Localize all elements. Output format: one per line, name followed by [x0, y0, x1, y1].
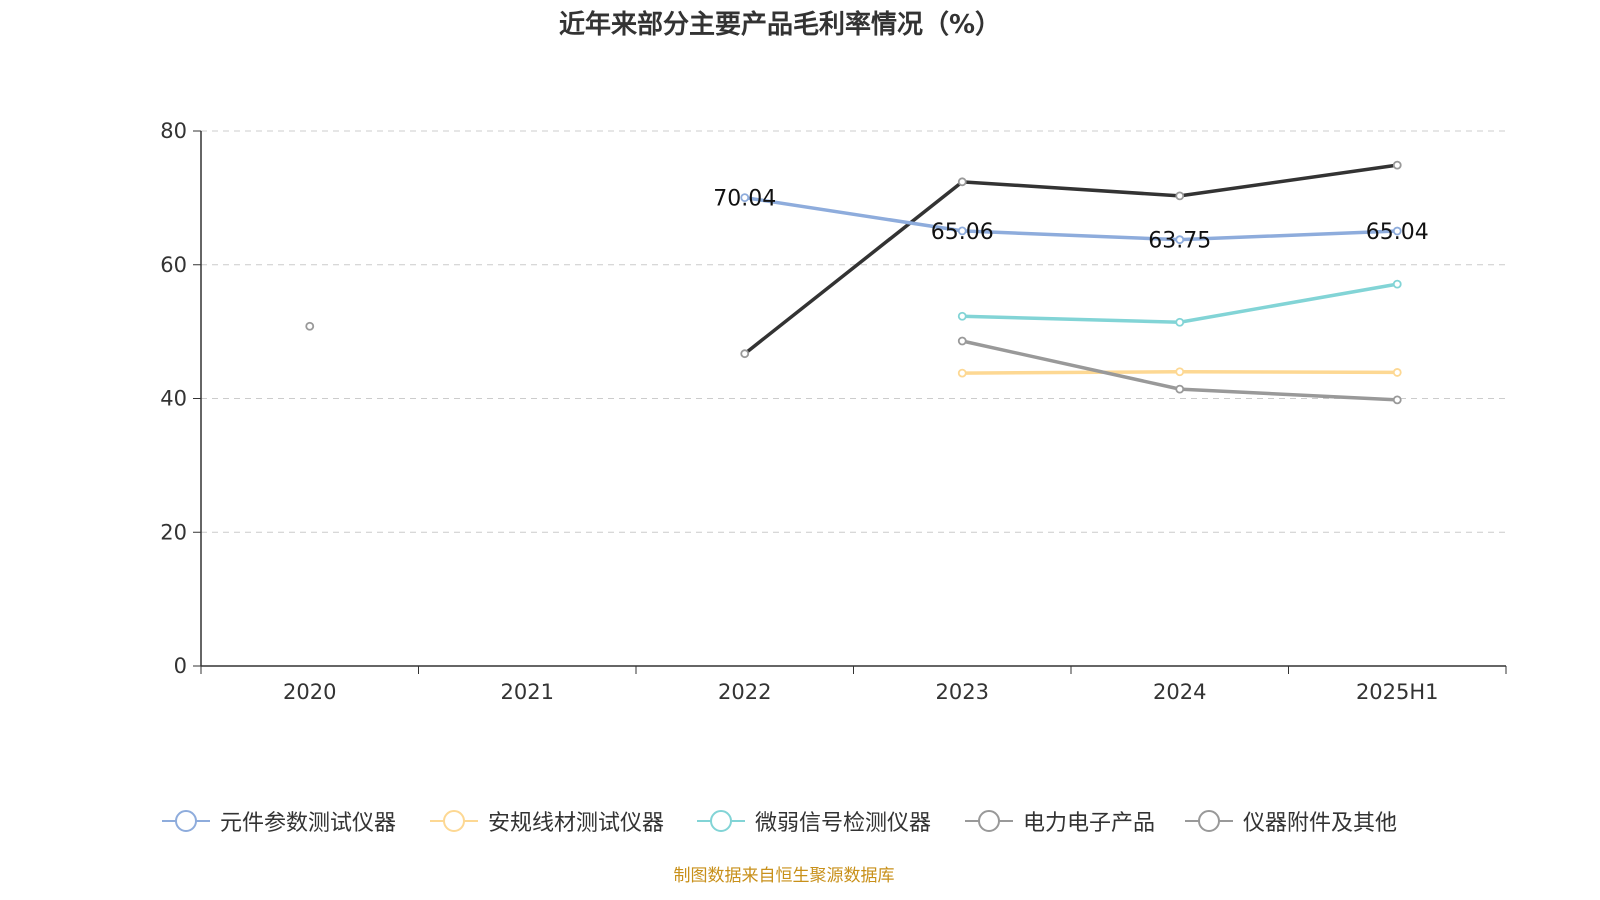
- x-tick-label: 2021: [501, 680, 554, 704]
- legend-item[interactable]: 元件参数测试仪器: [162, 804, 396, 838]
- legend-item[interactable]: 微弱信号检测仪器: [697, 804, 931, 838]
- y-tick-label: 20: [160, 520, 187, 544]
- series-1: [957, 367, 1402, 378]
- data-point: [1392, 279, 1402, 289]
- y-tick-label: 60: [160, 253, 187, 277]
- legend-label: 微弱信号检测仪器: [755, 811, 932, 836]
- legend-label: 元件参数测试仪器: [220, 811, 397, 836]
- data-label: 70.04: [713, 187, 776, 212]
- series-3: [957, 336, 1402, 405]
- data-point: [957, 311, 967, 321]
- legend-circle-icon: [965, 810, 1013, 832]
- data-point: [305, 321, 315, 331]
- data-point: [957, 177, 967, 187]
- data-point: [740, 193, 750, 203]
- legend-label: 仪器附件及其他: [1243, 811, 1398, 836]
- x-tick-label: 2022: [718, 680, 771, 704]
- y-tick-label: 80: [160, 119, 187, 143]
- series-4: [305, 160, 1402, 359]
- legend-circle-icon: [162, 810, 210, 832]
- legend-circle-icon: [697, 810, 745, 832]
- legend-label: 电力电子产品: [1023, 811, 1156, 836]
- x-tick-label: 2023: [936, 680, 989, 704]
- data-point: [1392, 395, 1402, 405]
- y-tick-label: 40: [160, 387, 187, 411]
- series-line: [744, 195, 1398, 242]
- y-tick-label: 0: [174, 654, 187, 678]
- series-0: 70.04 65.06 63.75 65.04: [713, 187, 1428, 254]
- legend-circle-icon: [430, 810, 478, 832]
- legend: 元件参数测试仪器 安规线材测试仪器 微弱信号检测仪器 电力电子产品 仪器附件及其他: [0, 804, 1600, 838]
- chart-title: 近年来部分主要产品毛利率情况（%）: [558, 10, 1002, 40]
- legend-item[interactable]: 电力电子产品: [965, 804, 1155, 838]
- series-line: [962, 282, 1398, 325]
- data-point: [1392, 226, 1402, 236]
- data-label: 63.75: [1148, 229, 1211, 254]
- legend-item[interactable]: 安规线材测试仪器: [430, 804, 664, 838]
- x-tick-label: 2020: [283, 680, 336, 704]
- legend-circle-icon: [1185, 810, 1233, 832]
- data-point: [1392, 160, 1402, 170]
- legend-item[interactable]: 仪器附件及其他: [1185, 804, 1397, 838]
- data-label: 65.06: [931, 220, 994, 245]
- source-note: 制图数据来自恒生聚源数据库: [673, 866, 895, 886]
- data-point: [957, 226, 967, 236]
- data-point: [957, 336, 967, 346]
- series-2: [957, 279, 1402, 327]
- legend-label: 安规线材测试仪器: [488, 811, 665, 836]
- data-label: 65.04: [1366, 220, 1429, 245]
- data-point: [1175, 317, 1185, 327]
- data-point: [1175, 384, 1185, 394]
- data-point: [740, 349, 750, 359]
- data-point: [1175, 367, 1185, 377]
- data-point: [1175, 191, 1185, 201]
- x-tick-label: 2025H1: [1356, 680, 1439, 704]
- series-line: [743, 163, 1398, 356]
- data-point: [1175, 235, 1185, 245]
- data-point: [1392, 368, 1402, 377]
- x-tick-label: 2024: [1153, 680, 1206, 704]
- data-point: [957, 368, 967, 378]
